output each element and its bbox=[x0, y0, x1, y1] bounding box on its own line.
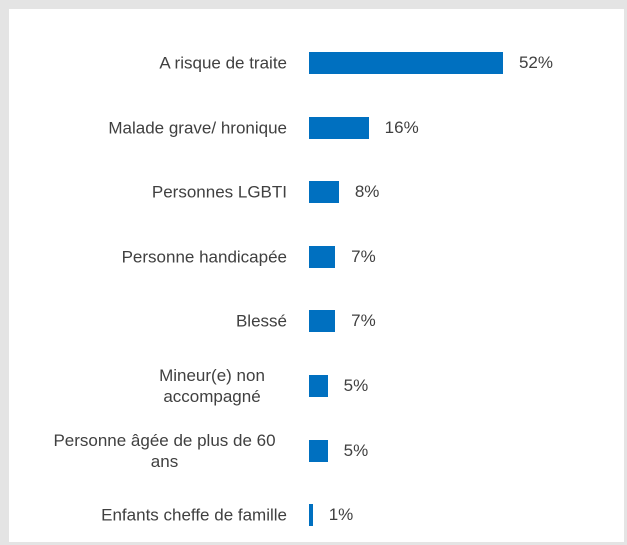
category-label: Mineur(e) non accompagné bbox=[159, 366, 265, 406]
category-label: Personnes LGBTI bbox=[151, 182, 287, 202]
bar bbox=[309, 181, 339, 204]
bar bbox=[309, 375, 328, 397]
value-label: 1% bbox=[328, 505, 354, 525]
category-label: Blessé bbox=[235, 311, 287, 331]
value-label: 8% bbox=[354, 182, 380, 202]
bar bbox=[309, 52, 503, 74]
value-label: 52% bbox=[518, 53, 553, 72]
category-label: Personne âgée de plus de 60 ans bbox=[53, 430, 276, 471]
category-label: Personne handicapée bbox=[121, 247, 287, 267]
value-label: 7% bbox=[351, 246, 376, 266]
bar bbox=[309, 116, 369, 139]
category-label: Malade grave/ hronique bbox=[108, 118, 287, 138]
bar bbox=[309, 245, 336, 268]
category-label: A risque de traite bbox=[159, 53, 287, 73]
bar bbox=[309, 504, 313, 527]
bar bbox=[309, 310, 336, 333]
value-label: 16% bbox=[384, 117, 419, 137]
category-label: Enfants cheffe de famille bbox=[101, 505, 287, 525]
value-label: 7% bbox=[351, 311, 376, 331]
value-label: 5% bbox=[343, 440, 369, 460]
value-label: 5% bbox=[343, 376, 369, 395]
bar bbox=[309, 439, 328, 462]
